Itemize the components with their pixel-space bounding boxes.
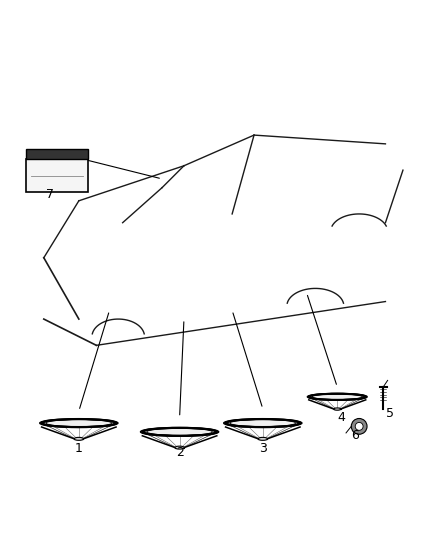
Ellipse shape	[309, 394, 366, 400]
Ellipse shape	[226, 419, 300, 427]
Ellipse shape	[42, 419, 116, 427]
Circle shape	[351, 418, 367, 434]
Text: 1: 1	[75, 442, 83, 455]
Ellipse shape	[175, 446, 184, 449]
Ellipse shape	[258, 438, 268, 440]
Text: 6: 6	[351, 429, 359, 442]
Text: 2: 2	[176, 446, 184, 459]
Ellipse shape	[142, 428, 217, 436]
Ellipse shape	[74, 438, 84, 440]
FancyBboxPatch shape	[26, 149, 88, 159]
Ellipse shape	[334, 408, 341, 410]
Text: 5: 5	[386, 407, 394, 419]
Text: 7: 7	[46, 188, 54, 201]
Circle shape	[355, 423, 363, 430]
FancyBboxPatch shape	[26, 159, 88, 192]
Text: 4: 4	[338, 411, 346, 424]
Text: 3: 3	[259, 442, 267, 455]
